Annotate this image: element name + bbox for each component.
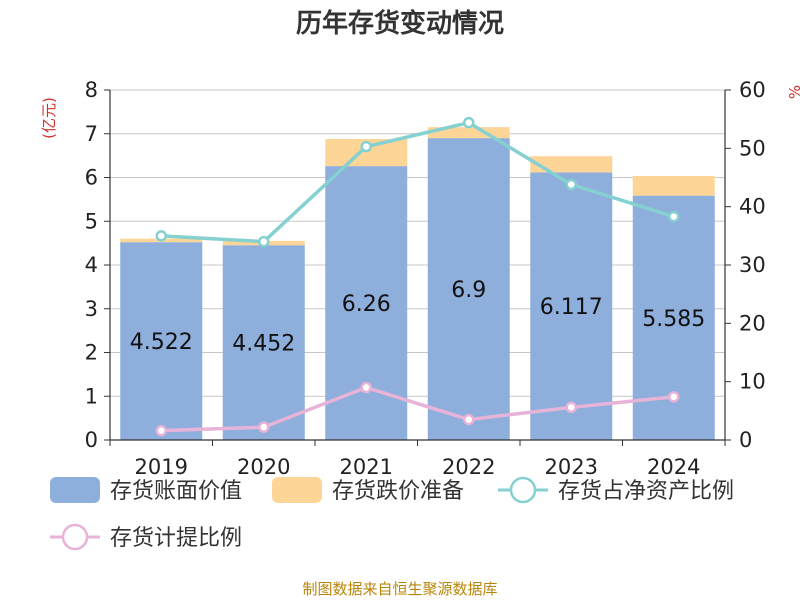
chart-title: 历年存货变动情况 [296, 8, 504, 39]
right-tick-label: 0 [739, 428, 752, 452]
left-tick-label: 0 [85, 428, 98, 452]
bar-book-value [222, 245, 305, 440]
series-point-1 [565, 401, 577, 414]
series-point-0 [360, 140, 372, 153]
bar-book-value [120, 242, 203, 440]
bar-value-label: 5.585 [642, 307, 705, 332]
legend-swatch-0 [50, 477, 100, 503]
series-point-0 [565, 178, 577, 191]
series-line-1 [161, 385, 674, 433]
bar-book-value [427, 138, 510, 440]
legend-label-1: 存货跌价准备 [332, 479, 464, 504]
left-tick-label: 4 [85, 253, 98, 277]
source-note: 制图数据来自恒生聚源数据库 [302, 580, 497, 598]
series-point-0 [463, 116, 475, 129]
bar-value-label: 6.117 [540, 295, 603, 320]
x-tick-label: 2024 [647, 455, 700, 479]
bar-value-label: 6.9 [451, 278, 486, 303]
bar-impairment [632, 175, 715, 196]
data-labels: 4.522 4.452 6.26 6.9 6.117 5.585 [130, 278, 705, 357]
legend-swatch-1 [272, 477, 322, 503]
bar-value-label: 6.26 [342, 292, 391, 317]
left-axis-unit: (亿元) [40, 97, 58, 139]
right-tick-label: 40 [739, 195, 766, 219]
left-tick-label: 6 [85, 166, 98, 190]
legend-label-2: 存货占净资产比例 [558, 479, 734, 504]
series-point-1 [463, 413, 475, 426]
left-tick-label: 3 [85, 297, 98, 321]
bar-value-label: 4.522 [130, 330, 193, 355]
x-tick-label: 2019 [135, 455, 188, 479]
x-tick-label: 2021 [340, 455, 393, 479]
bar-impairment [530, 156, 613, 173]
series-point-1 [258, 421, 270, 433]
x-tick-label: 2023 [545, 455, 598, 479]
series-point-1 [668, 391, 680, 403]
left-tick-label: 1 [85, 384, 98, 408]
grid [110, 89, 725, 397]
legend-marker-2 [509, 476, 537, 504]
left-tick-label: 2 [85, 341, 98, 365]
legend-marker-3 [61, 523, 89, 551]
bar-book-value [530, 172, 613, 440]
left-tick-label: 7 [85, 122, 98, 146]
bar-value-label: 4.452 [232, 332, 295, 357]
bars [120, 127, 715, 440]
legend-label-3: 存货计提比例 [110, 526, 242, 551]
legend-label-0: 存货账面价值 [110, 479, 242, 504]
bar-impairment [427, 127, 510, 139]
right-axis-unit: % [786, 85, 800, 99]
lines [155, 116, 680, 437]
right-tick-label: 60 [739, 78, 766, 102]
series-point-1 [155, 424, 167, 437]
right-tick-label: 50 [739, 136, 766, 160]
left-tick-label: 5 [85, 209, 98, 233]
series-point-0 [258, 235, 270, 248]
x-tick-label: 2020 [237, 455, 290, 479]
left-tick-label: 8 [85, 78, 98, 102]
series-line-0 [161, 120, 675, 244]
x-tick-label: 2022 [442, 455, 495, 479]
right-tick-label: 30 [739, 253, 766, 277]
series-point-0 [155, 230, 167, 242]
series-point-1 [360, 381, 372, 394]
right-tick-label: 20 [739, 311, 766, 335]
axes: 0 1 2 3 4 5 6 7 8 0 10 20 30 40 50 60 2019 2020 2021 2022 20… [85, 78, 766, 479]
series-point-0 [668, 210, 680, 223]
right-tick-label: 10 [739, 370, 766, 394]
